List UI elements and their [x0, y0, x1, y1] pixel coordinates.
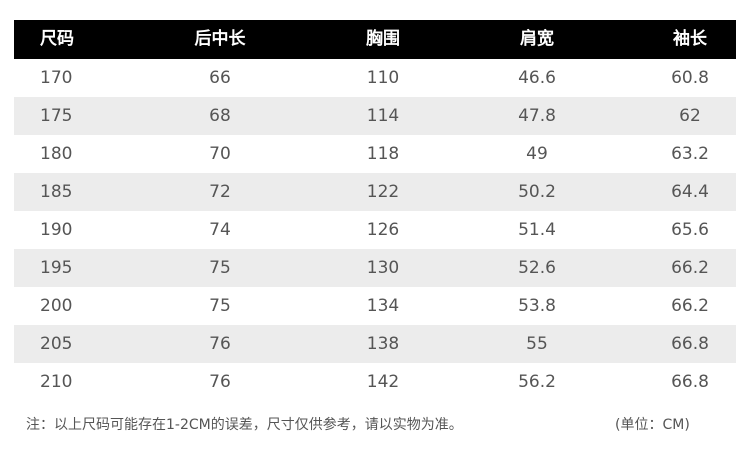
table-cell: 126 [366, 220, 400, 240]
table-cell: 130 [366, 258, 400, 278]
column-header: 胸围 [366, 29, 400, 49]
table-cell: 195 [40, 258, 73, 278]
column-header: 肩宽 [520, 29, 554, 49]
table-cell: 52.6 [518, 258, 556, 278]
table-cell: 65.6 [671, 220, 709, 240]
unit-label: (单位：CM) [615, 417, 690, 433]
table-row: 205 76 138 55 66.8 [14, 325, 736, 363]
table-cell: 210 [40, 372, 73, 392]
size-table: 尺码 后中长 胸围 肩宽 袖长 170 66 110 46.6 60.8 175 68 114 47.8… [14, 20, 736, 401]
table-cell: 114 [366, 106, 400, 126]
table-cell: 66.2 [671, 296, 709, 316]
table-cell: 66.8 [671, 372, 709, 392]
table-cell: 49 [526, 144, 548, 164]
table-row: 170 66 110 46.6 60.8 [14, 59, 736, 97]
table-cell: 64.4 [671, 182, 709, 202]
table-row: 175 68 114 47.8 62 [14, 97, 736, 135]
table-cell: 205 [40, 334, 73, 354]
table-cell: 50.2 [518, 182, 556, 202]
table-row: 210 76 142 56.2 66.8 [14, 363, 736, 401]
table-cell: 66.2 [671, 258, 709, 278]
table-cell: 56.2 [518, 372, 556, 392]
table-row: 185 72 122 50.2 64.4 [14, 173, 736, 211]
table-cell: 72 [209, 182, 231, 202]
table-cell: 66 [209, 68, 231, 88]
table-cell: 190 [40, 220, 73, 240]
table-cell: 170 [40, 68, 73, 88]
table-cell: 142 [366, 372, 400, 392]
table-cell: 122 [366, 182, 400, 202]
table-cell: 110 [366, 68, 400, 88]
table-cell: 75 [209, 296, 231, 316]
table-cell: 51.4 [518, 220, 556, 240]
table-row: 180 70 118 49 63.2 [14, 135, 736, 173]
table-cell: 47.8 [518, 106, 556, 126]
table-row: 195 75 130 52.6 66.2 [14, 249, 736, 287]
footnote: 注：以上尺码可能存在1-2CM的误差，尺寸仅供参考，请以实物为准。 [26, 417, 463, 433]
column-header: 袖长 [673, 29, 707, 49]
table-cell: 53.8 [518, 296, 556, 316]
table-cell: 46.6 [518, 68, 556, 88]
table-cell: 68 [209, 106, 231, 126]
table-cell: 70 [209, 144, 231, 164]
table-cell: 185 [40, 182, 73, 202]
table-cell: 76 [209, 334, 231, 354]
table-cell: 200 [40, 296, 73, 316]
table-cell: 134 [366, 296, 400, 316]
table-cell: 60.8 [671, 68, 709, 88]
table-cell: 66.8 [671, 334, 709, 354]
table-cell: 62 [679, 106, 701, 126]
table-cell: 75 [209, 258, 231, 278]
table-cell: 138 [366, 334, 400, 354]
table-cell: 118 [366, 144, 400, 164]
table-cell: 63.2 [671, 144, 709, 164]
table-header: 尺码 后中长 胸围 肩宽 袖长 [14, 20, 736, 59]
table-cell: 55 [526, 334, 548, 354]
table-cell: 74 [209, 220, 231, 240]
column-header: 尺码 [40, 29, 74, 49]
table-cell: 175 [40, 106, 73, 126]
table-cell: 76 [209, 372, 231, 392]
table-row: 190 74 126 51.4 65.6 [14, 211, 736, 249]
table-row: 200 75 134 53.8 66.2 [14, 287, 736, 325]
column-header: 后中长 [194, 29, 246, 49]
table-cell: 180 [40, 144, 73, 164]
